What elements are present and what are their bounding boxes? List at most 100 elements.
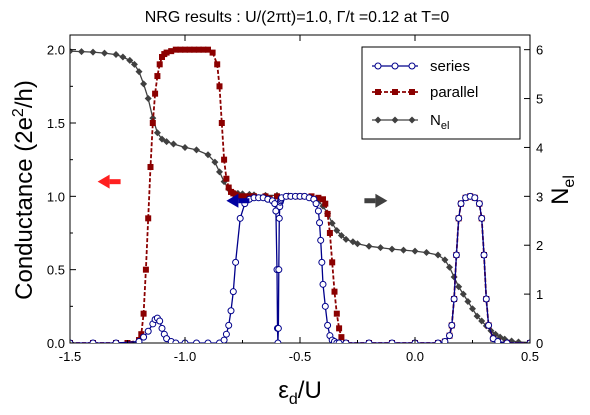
nel-point xyxy=(163,138,171,146)
parallel-point xyxy=(195,46,202,53)
series-point xyxy=(450,295,458,303)
nel-point xyxy=(354,240,361,248)
nel-point xyxy=(342,235,350,243)
series-point xyxy=(275,266,283,274)
parallel-point xyxy=(156,61,163,68)
parallel-point xyxy=(320,196,326,203)
series-point xyxy=(321,302,329,310)
nel-point xyxy=(391,116,399,124)
parallel-point xyxy=(154,73,161,80)
y-left-axis-title-rest: /h) xyxy=(11,80,38,108)
x-axis-title-rest: /U xyxy=(298,377,322,404)
series-point xyxy=(374,62,382,70)
legend-label: parallel xyxy=(430,84,478,101)
parallel-point xyxy=(145,215,152,222)
parallel-point xyxy=(140,310,147,317)
parallel-point xyxy=(138,331,145,338)
arrow-head xyxy=(226,193,239,208)
series-point xyxy=(232,258,240,266)
y-right-tick-label: 2 xyxy=(536,238,543,253)
parallel-point xyxy=(241,193,248,200)
nel-point xyxy=(78,48,85,56)
series-point xyxy=(324,321,332,329)
parallel-point xyxy=(172,46,179,53)
x-tick-label: 0.5 xyxy=(521,349,539,364)
nel-point xyxy=(216,168,223,176)
nel-point xyxy=(374,116,382,124)
series-point xyxy=(446,332,453,340)
series-point xyxy=(391,62,399,70)
nel-point xyxy=(459,290,467,298)
x-tick-label: 0.0 xyxy=(406,349,424,364)
parallel-point xyxy=(152,90,159,97)
nel-point xyxy=(101,49,108,57)
series-point xyxy=(318,258,326,266)
nel-point xyxy=(328,219,336,227)
nel-point xyxy=(149,114,157,122)
series-point xyxy=(478,214,486,222)
parallel-point xyxy=(333,310,340,317)
legend-label: series xyxy=(430,58,470,75)
nel-point xyxy=(441,256,449,264)
nel-point xyxy=(119,53,127,61)
series-point xyxy=(312,200,320,208)
chart-title: NRG results : U/(2πt)=1.0, Γ/t =0.12 at … xyxy=(145,9,450,26)
y-left-tick-label: 1.0 xyxy=(47,189,65,204)
series-point xyxy=(272,207,280,215)
series-point xyxy=(193,339,200,343)
nel-point xyxy=(333,227,341,235)
nel-point xyxy=(181,143,189,151)
y-left-axis-title-main: Conductance (2e xyxy=(11,117,38,300)
x-tick-label: -1.0 xyxy=(174,349,196,364)
parallel-point xyxy=(223,175,230,182)
series-point xyxy=(225,321,233,329)
x-axis-title-main: ε xyxy=(278,377,289,404)
parallel-point xyxy=(221,156,228,163)
y-right-tick-label: 1 xyxy=(536,287,543,302)
series-point xyxy=(494,338,502,343)
parallel-point xyxy=(232,191,239,198)
nel-point xyxy=(135,68,143,76)
nel-point xyxy=(423,249,430,257)
series-point xyxy=(156,317,164,325)
series-point xyxy=(342,339,350,343)
nel-point xyxy=(153,129,161,137)
series-point xyxy=(204,339,212,343)
parallel-point xyxy=(163,49,170,56)
parallel-point xyxy=(329,259,336,266)
nel-point xyxy=(446,263,453,271)
y-left-tick-label: 2.0 xyxy=(47,43,65,58)
arrow xyxy=(97,174,121,189)
nel-point xyxy=(464,297,472,305)
series-point xyxy=(408,62,416,70)
nel-point xyxy=(144,95,152,103)
parallel-point xyxy=(200,46,207,53)
series-point xyxy=(319,280,327,288)
parallel-point xyxy=(237,193,244,200)
parallel-point xyxy=(182,46,188,53)
y-right-axis-title-sub: el xyxy=(561,175,578,187)
parallel-point xyxy=(168,48,175,55)
series-point xyxy=(274,339,282,343)
nel-point xyxy=(211,158,219,166)
parallel-point xyxy=(149,120,156,126)
nel-point xyxy=(473,312,481,320)
series-point xyxy=(274,324,282,332)
series-point xyxy=(485,321,493,329)
nel-point xyxy=(204,151,212,159)
nel-point xyxy=(450,273,458,281)
series-point xyxy=(475,200,483,208)
x-axis-title: εd/U xyxy=(278,377,322,408)
nel-point xyxy=(112,51,120,59)
series-point xyxy=(316,219,324,227)
series-point xyxy=(172,339,180,343)
series-point xyxy=(112,339,120,343)
arrow xyxy=(226,193,250,208)
parallel-point xyxy=(191,46,198,53)
x-axis-title-sub: d xyxy=(289,391,298,408)
nel-point xyxy=(140,80,148,88)
parallel-point xyxy=(142,266,149,273)
parallel-point xyxy=(225,184,232,191)
series-point xyxy=(482,295,490,303)
